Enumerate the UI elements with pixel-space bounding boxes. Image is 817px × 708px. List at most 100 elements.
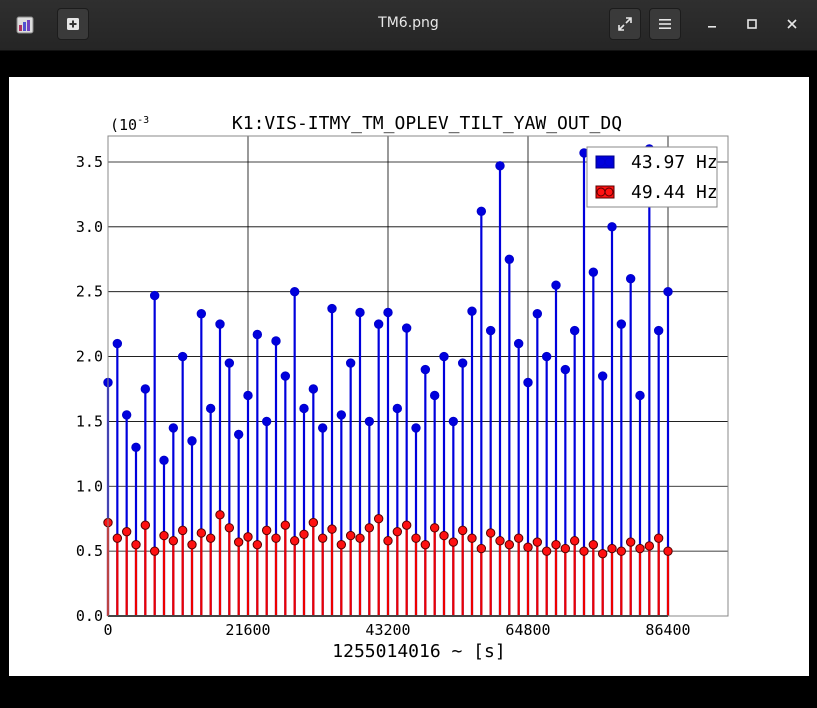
data-point-43hz (495, 161, 505, 171)
data-point-49hz (644, 541, 655, 551)
data-point-43hz (327, 303, 337, 314)
data-point-43hz (280, 371, 291, 381)
data-point-49hz (233, 537, 244, 547)
data-point-49hz (411, 533, 421, 543)
x-tick-label: 86400 (645, 621, 690, 639)
data-point-43hz (121, 410, 132, 420)
data-point-43hz (289, 286, 300, 297)
data-point-49hz (149, 546, 160, 556)
data-point-43hz (233, 429, 244, 440)
data-point-43hz (261, 416, 272, 427)
data-point-49hz (177, 525, 188, 536)
data-point-49hz (140, 520, 151, 530)
data-point-43hz (299, 403, 309, 414)
legend-label: 49.44 Hz (631, 182, 718, 203)
y-scale-exponent: -3 (137, 115, 149, 126)
maximize-icon (747, 19, 757, 29)
data-point-49hz (112, 533, 123, 543)
data-point-43hz (513, 338, 524, 349)
y-tick-label: 2.5 (76, 283, 103, 301)
minimize-icon (708, 26, 716, 28)
minimize-button[interactable] (696, 8, 728, 40)
data-point-43hz (429, 390, 440, 401)
data-point-49hz (401, 520, 412, 530)
data-point-49hz (280, 520, 291, 530)
fullscreen-button[interactable] (609, 8, 641, 40)
data-point-49hz (383, 536, 393, 546)
data-point-49hz (271, 533, 281, 543)
data-point-49hz (541, 546, 552, 556)
data-point-43hz (336, 410, 347, 420)
data-point-49hz (560, 543, 571, 554)
data-point-43hz (653, 325, 664, 336)
window-title: TM6.png (378, 15, 439, 31)
data-point-43hz (383, 307, 393, 318)
x-tick-label: 21600 (225, 621, 270, 639)
y-tick-label: 1.5 (76, 412, 103, 430)
data-point-43hz (541, 351, 552, 362)
data-point-43hz (401, 323, 412, 333)
close-button[interactable] (776, 8, 808, 40)
series-stems (106, 149, 670, 616)
data-point-49hz (429, 523, 440, 533)
data-point-49hz (579, 546, 589, 556)
data-point-43hz (457, 358, 468, 368)
data-point-49hz (607, 543, 617, 554)
data-point-43hz (607, 222, 617, 232)
data-point-49hz (355, 533, 365, 543)
data-point-49hz (467, 533, 477, 543)
data-point-49hz (504, 539, 515, 550)
data-point-49hz (243, 532, 253, 542)
data-point-49hz (569, 536, 580, 546)
data-point-49hz (345, 530, 356, 541)
y-tick-label: 2.0 (76, 348, 103, 366)
data-point-43hz (616, 319, 627, 329)
data-point-49hz (131, 539, 141, 550)
data-point-43hz (112, 338, 123, 349)
data-point-49hz (327, 524, 337, 534)
data-point-43hz (467, 306, 477, 316)
data-point-49hz (551, 539, 561, 550)
data-point-43hz (168, 423, 179, 433)
data-point-49hz (513, 533, 524, 543)
new-tab-button[interactable] (57, 8, 89, 40)
data-point-49hz (392, 526, 403, 537)
legend-label: 43.97 Hz (631, 152, 718, 173)
data-point-43hz (551, 280, 561, 290)
data-point-43hz (177, 351, 188, 362)
plot-frame (107, 135, 729, 617)
x-tick-label: 64800 (505, 621, 550, 639)
data-point-43hz (271, 336, 281, 346)
data-point-43hz (364, 416, 375, 427)
data-point-49hz (635, 543, 645, 554)
data-point-43hz (355, 307, 365, 318)
x-tick-label: 0 (103, 621, 112, 639)
data-point-43hz (485, 325, 496, 336)
data-point-43hz (588, 267, 599, 277)
data-point-49hz (196, 528, 207, 538)
data-point-43hz (597, 371, 608, 381)
maximize-button[interactable] (736, 8, 768, 40)
data-point-49hz (336, 539, 347, 550)
data-point-43hz (149, 290, 160, 301)
chart: 0 21600 43200 64800 86400 0.0 0.5 1.0 1.5 2.0 2.5 3… (76, 113, 729, 662)
data-point-49hz (317, 533, 328, 543)
data-point-49hz (289, 536, 300, 546)
close-icon (787, 19, 797, 29)
series-marks (103, 144, 673, 617)
menu-button[interactable] (649, 8, 681, 40)
legend-marker (596, 187, 606, 197)
data-point-43hz (373, 319, 384, 329)
data-point-43hz (411, 423, 421, 433)
data-point-43hz (635, 390, 645, 401)
data-point-49hz (420, 539, 431, 550)
y-tick-label: 3.0 (76, 218, 103, 236)
data-point-43hz (392, 403, 403, 414)
data-point-49hz (625, 537, 636, 547)
data-point-49hz (448, 537, 459, 547)
data-point-43hz (532, 309, 543, 319)
data-point-43hz (476, 206, 487, 216)
data-point-43hz (560, 364, 571, 375)
data-point-49hz (597, 549, 608, 559)
data-point-43hz (420, 364, 431, 375)
